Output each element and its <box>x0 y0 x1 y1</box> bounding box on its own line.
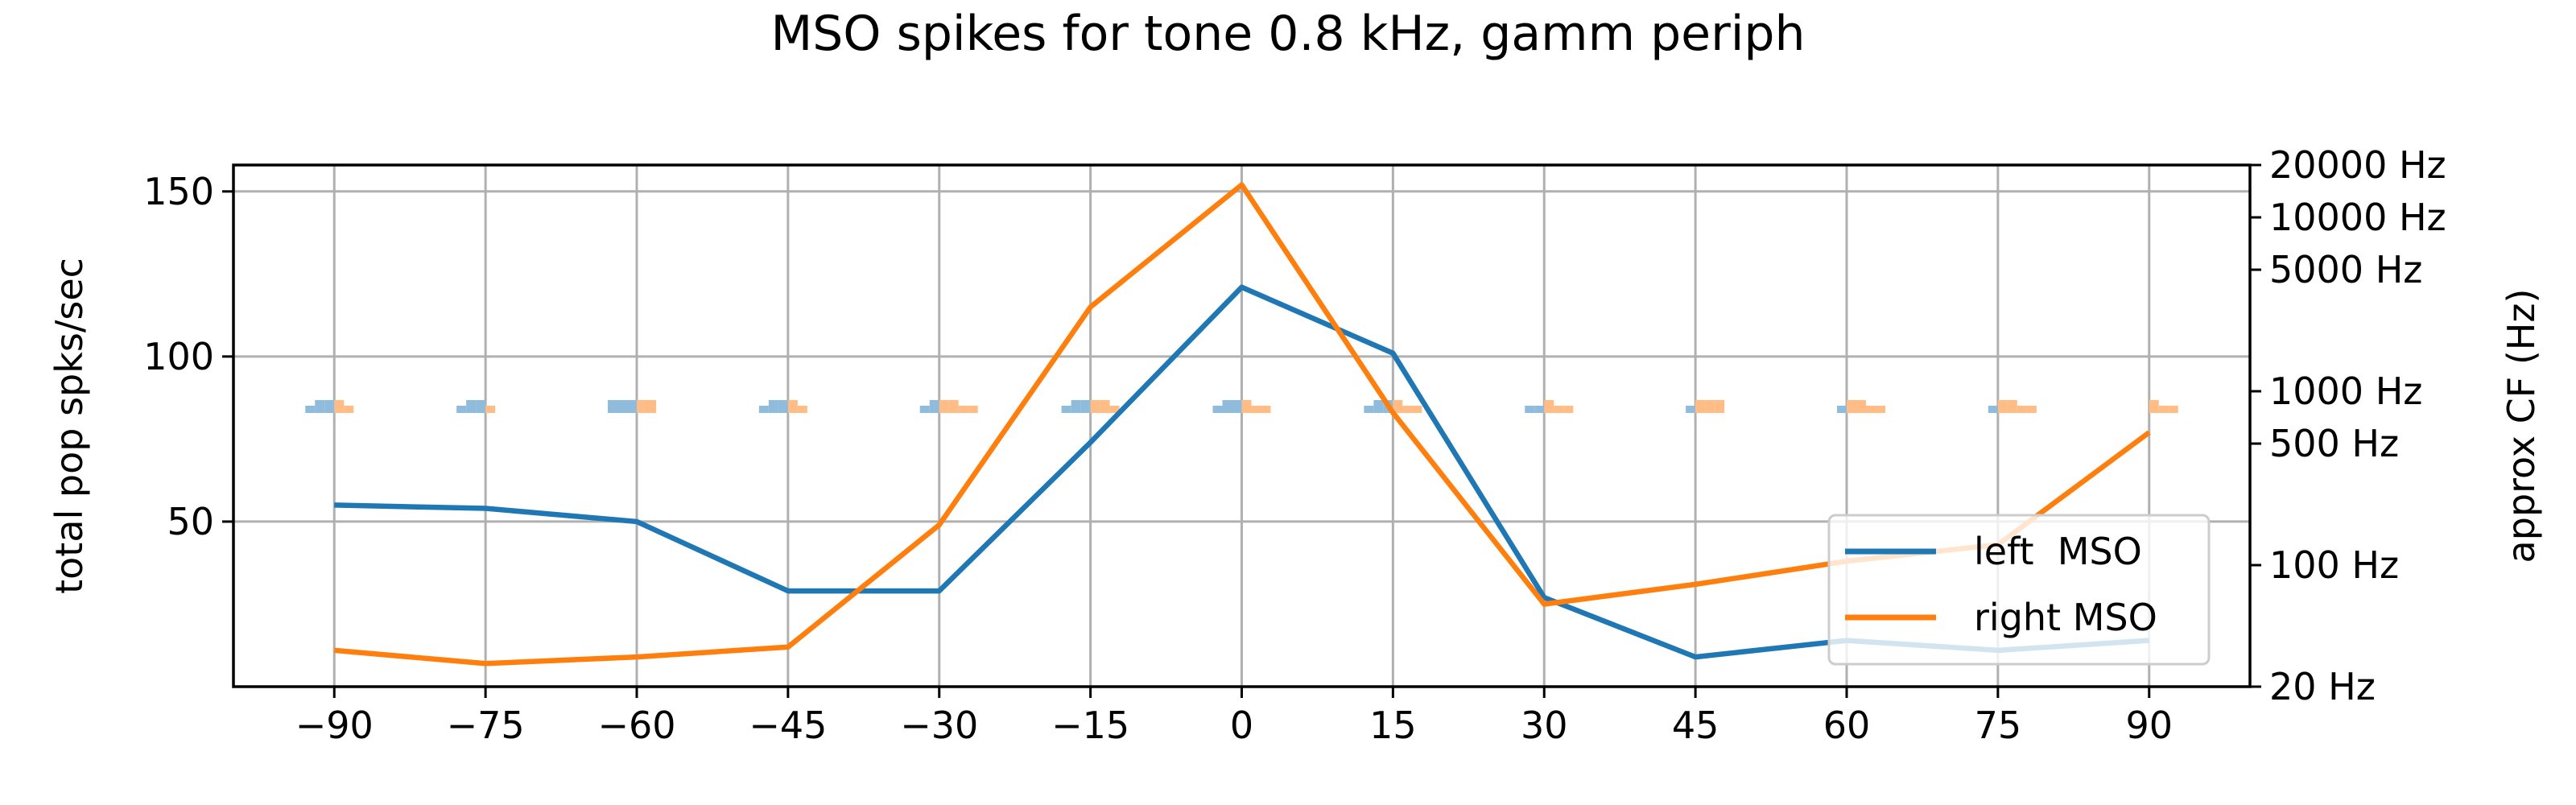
left-mso-histogram-bin <box>315 399 325 413</box>
left-mso-histogram-bin <box>608 399 617 413</box>
x-tick-label: −45 <box>749 704 827 747</box>
left-mso-histogram-bin <box>1525 405 1535 413</box>
right-mso-histogram-bin <box>1866 405 1876 413</box>
x-tick-label: 75 <box>1975 704 2022 747</box>
right-mso-histogram-bin <box>485 405 496 413</box>
right-mso-histogram-bin <box>948 399 959 413</box>
x-tick-label: 30 <box>1521 704 1568 747</box>
left-mso-histogram-bin <box>1071 399 1081 413</box>
left-mso-histogram-bin <box>1212 405 1223 413</box>
x-tick-label: −75 <box>447 704 525 747</box>
left-mso-histogram-bin <box>476 399 486 413</box>
right-mso-histogram-bin <box>1251 405 1261 413</box>
left-mso-histogram-bin <box>1686 405 1696 413</box>
left-mso-histogram-bin <box>1222 399 1232 413</box>
x-tick-label: −60 <box>597 704 675 747</box>
left-mso-histogram-bin <box>1373 399 1384 413</box>
left-mso-histogram-bin <box>627 399 637 413</box>
right-mso-histogram-bin <box>2149 399 2159 413</box>
left-mso-histogram-bin <box>758 405 769 413</box>
x-tick-label: 0 <box>1230 704 1253 747</box>
right-mso-histogram-bin <box>1997 399 2008 413</box>
right-mso-histogram-bin <box>1393 399 1403 413</box>
right-mso-histogram-bin <box>1715 399 1725 413</box>
right-tick-label: 5000 Hz <box>2269 248 2422 291</box>
right-mso-histogram-bin <box>1876 405 1885 413</box>
y-axis-right: 20 Hz 100 Hz 500 Hz 1000 Hz 5000 Hz 10000 Hz 2… <box>2250 143 2446 708</box>
left-mso-histogram-bin <box>778 399 788 413</box>
right-mso-histogram-bin <box>1705 399 1715 413</box>
right-mso-histogram-bin <box>1554 405 1564 413</box>
x-tick-label: 90 <box>2125 704 2173 747</box>
right-tick-label: 1000 Hz <box>2269 369 2422 413</box>
left-mso-histogram-bin <box>1837 405 1847 413</box>
y-tick-label: 150 <box>143 170 214 213</box>
left-mso-histogram-bin <box>456 405 467 413</box>
right-mso-histogram-bin <box>797 405 807 413</box>
legend: left MSO right MSO <box>1827 514 2211 666</box>
right-mso-histogram-bin <box>1847 399 1856 413</box>
right-mso-histogram-bin <box>1241 399 1252 413</box>
left-mso-histogram-bin <box>929 399 939 413</box>
left-mso-histogram-bin <box>617 399 627 413</box>
right-tick-label: 500 Hz <box>2269 422 2399 465</box>
left-mso-histogram-bin <box>1061 405 1071 413</box>
left-mso-histogram-bin <box>324 399 335 413</box>
x-tick-label: −90 <box>295 704 374 747</box>
right-mso-histogram-bin <box>1090 399 1100 413</box>
right-mso-histogram-bin <box>968 405 978 413</box>
right-mso-histogram-bin <box>1544 399 1554 413</box>
right-mso-histogram-bin <box>787 399 798 413</box>
x-tick-label: 45 <box>1672 704 1719 747</box>
x-axis: −90 −75 −60 −45 −30 −15 0 15 30 45 60 75 90 <box>295 687 2173 747</box>
right-mso-histogram-bin <box>2026 405 2037 413</box>
left-mso-histogram-bin <box>919 405 930 413</box>
x-tick-label: −30 <box>900 704 978 747</box>
chart-title: MSO spikes for tone 0.8 kHz, gamm periph <box>770 6 1805 62</box>
left-mso-histogram-bin <box>466 399 477 413</box>
right-mso-histogram-bin <box>1563 405 1574 413</box>
y-tick-label: 100 <box>143 335 214 378</box>
left-mso-histogram-bin <box>305 405 316 413</box>
right-mso-histogram-bin <box>939 399 949 413</box>
right-mso-histogram-bin <box>2017 405 2027 413</box>
left-mso-histogram-bin <box>1232 399 1242 413</box>
left-mso-histogram-bin <box>1988 405 1998 413</box>
right-mso-histogram-bin <box>2158 405 2169 413</box>
x-tick-label: 15 <box>1369 704 1417 747</box>
right-mso-histogram-bin <box>2007 399 2017 413</box>
right-tick-label: 20 Hz <box>2269 665 2376 708</box>
x-tick-label: 60 <box>1823 704 1871 747</box>
right-tick-label: 100 Hz <box>2269 543 2399 587</box>
right-mso-histogram-bin <box>637 399 646 413</box>
y-axis-label-right: approx CF (Hz) <box>2500 289 2543 564</box>
right-mso-histogram-bin <box>1856 399 1866 413</box>
legend-label-right-mso: right MSO <box>1974 596 2157 639</box>
left-mso-histogram-bin <box>1364 405 1374 413</box>
right-mso-histogram-bin <box>334 399 345 413</box>
y-axis-left: 50 100 150 <box>143 170 233 543</box>
right-mso-histogram-bin <box>1402 405 1413 413</box>
right-mso-histogram-bin <box>1261 405 1271 413</box>
right-mso-histogram-bin <box>1109 405 1120 413</box>
left-mso-histogram-bin <box>1534 405 1545 413</box>
right-tick-label: 10000 Hz <box>2269 196 2446 239</box>
right-mso-histogram-bin <box>958 405 968 413</box>
right-mso-histogram-bin <box>1695 399 1706 413</box>
legend-label-left-mso: left MSO <box>1974 530 2142 573</box>
right-mso-histogram-bin <box>1100 399 1110 413</box>
inset-histograms <box>305 399 2178 413</box>
right-mso-histogram-bin <box>344 405 354 413</box>
right-mso-histogram-bin <box>2168 405 2178 413</box>
left-mso-histogram-bin <box>768 399 778 413</box>
right-tick-label: 20000 Hz <box>2269 143 2446 187</box>
left-mso-histogram-bin <box>1080 399 1091 413</box>
right-mso-histogram-bin <box>1412 405 1422 413</box>
x-tick-label: −15 <box>1051 704 1129 747</box>
y-tick-label: 50 <box>167 500 214 543</box>
right-mso-histogram-bin <box>646 399 656 413</box>
y-axis-label-left: total pop spks/sec <box>47 258 91 594</box>
